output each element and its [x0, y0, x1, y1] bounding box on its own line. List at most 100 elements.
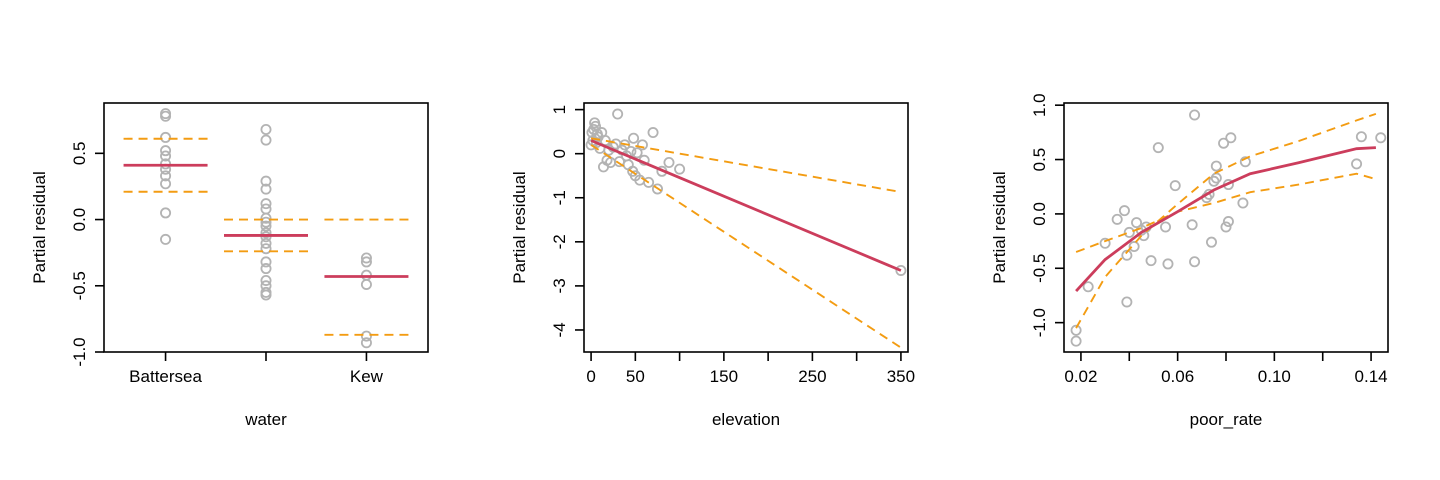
residual-point	[1169, 180, 1181, 192]
y-axis-label: Partial residual	[510, 171, 529, 283]
residual-point	[1239, 156, 1251, 168]
panel-poor-rate: -1.0 -0.5 0.0 0.5 1.0 0.02 0.06 0.10 0.14 poor_ra…	[990, 93, 1389, 429]
residual-point	[1099, 237, 1111, 249]
residual-point	[1351, 158, 1363, 170]
residual-point	[1222, 216, 1234, 228]
residual-point	[1220, 221, 1232, 233]
residual-point	[1210, 160, 1222, 172]
residual-point	[160, 233, 172, 245]
x-axis-label: elevation	[712, 410, 780, 429]
y-tick-label: 0.0	[1030, 202, 1049, 226]
residual-point	[1123, 226, 1135, 238]
y-tick-label: -1	[550, 190, 569, 205]
panel-elevation: -4 -3 -2 -1 0 1 0 50 150 250 350 elevation Partial r…	[510, 102, 915, 429]
residual-point	[260, 237, 272, 249]
residual-point	[260, 220, 272, 232]
fit-line	[1075, 146, 1376, 293]
x-tick-label: 0.14	[1355, 367, 1388, 386]
y-axis-label: Partial residual	[990, 171, 1009, 283]
residual-point	[260, 175, 272, 187]
residual-point	[1355, 131, 1367, 143]
upper-band	[590, 137, 902, 193]
residual-point	[360, 252, 372, 264]
residual-point	[1121, 296, 1133, 308]
residual-point	[160, 178, 172, 190]
residual-point	[1152, 142, 1164, 154]
residual-point	[160, 145, 172, 157]
residual-point	[1237, 197, 1249, 209]
residual-point	[160, 207, 172, 219]
residual-point	[360, 256, 372, 268]
residual-point	[1111, 213, 1123, 225]
y-tick-label: 1.0	[1030, 93, 1049, 117]
x-tick-label: Kew	[350, 367, 384, 386]
residual-point	[1145, 255, 1157, 267]
residual-point	[360, 278, 372, 290]
lower-band	[1075, 172, 1377, 253]
residual-point	[360, 330, 372, 342]
residual-point	[260, 216, 272, 228]
residual-point	[636, 139, 648, 151]
residual-point	[160, 110, 172, 122]
fit-line	[590, 139, 902, 272]
lower-band	[590, 144, 902, 349]
y-tick-label: 1	[550, 105, 569, 114]
y-axis-label: Partial residual	[30, 171, 49, 283]
x-tick-label: 0.06	[1161, 367, 1194, 386]
x-tick-label: 0.02	[1064, 367, 1097, 386]
residual-point	[1131, 217, 1143, 229]
residual-point	[360, 337, 372, 349]
y-tick-label: -3	[550, 278, 569, 293]
residual-point	[160, 170, 172, 182]
residual-point	[643, 176, 655, 188]
x-tick-label: Battersea	[129, 367, 202, 386]
residual-point	[1070, 324, 1082, 336]
residual-point	[590, 120, 602, 132]
residual-point	[260, 227, 272, 239]
residual-point	[260, 243, 272, 255]
residual-point	[1121, 249, 1133, 261]
y-tick-label: -0.5	[70, 271, 89, 300]
residual-point	[1082, 281, 1094, 293]
residual-point	[631, 147, 643, 159]
x-tick-label: 250	[798, 367, 826, 386]
residual-point	[612, 108, 624, 120]
residual-point	[260, 134, 272, 146]
residual-point	[628, 132, 640, 144]
panel-water: -1.0 -0.5 0.0 0.5 Battersea Kew water Partial r…	[30, 102, 429, 429]
residual-point	[651, 183, 663, 195]
residual-point	[1186, 219, 1198, 231]
x-tick-label: 350	[887, 367, 915, 386]
residual-point	[260, 183, 272, 195]
residual-point	[663, 156, 675, 168]
residual-point	[260, 198, 272, 210]
residual-point	[1375, 132, 1387, 144]
residual-point	[160, 131, 172, 143]
residual-point	[160, 150, 172, 162]
residual-point	[1070, 335, 1082, 347]
y-tick-label: -1.0	[1030, 308, 1049, 337]
residual-point	[1160, 221, 1172, 233]
x-tick-label: 0	[586, 367, 595, 386]
y-tick-label: 0.5	[70, 142, 89, 166]
x-axis-label: water	[244, 410, 287, 429]
residual-point	[1189, 109, 1201, 121]
residual-point	[260, 289, 272, 301]
residual-point	[260, 123, 272, 135]
upper-band	[1075, 112, 1377, 329]
residual-point	[1128, 241, 1140, 253]
x-tick-label: 150	[710, 367, 738, 386]
residual-point	[1205, 236, 1217, 248]
residual-point	[647, 127, 659, 139]
y-tick-label: -0.5	[1030, 254, 1049, 283]
residual-point	[260, 274, 272, 286]
x-tick-label: 50	[626, 367, 645, 386]
plot-frame	[583, 102, 909, 353]
residual-point	[895, 264, 907, 276]
residual-point	[260, 212, 272, 224]
residual-point	[260, 263, 272, 275]
residual-point	[674, 163, 686, 175]
residual-point	[260, 256, 272, 268]
residual-point	[1225, 132, 1237, 144]
